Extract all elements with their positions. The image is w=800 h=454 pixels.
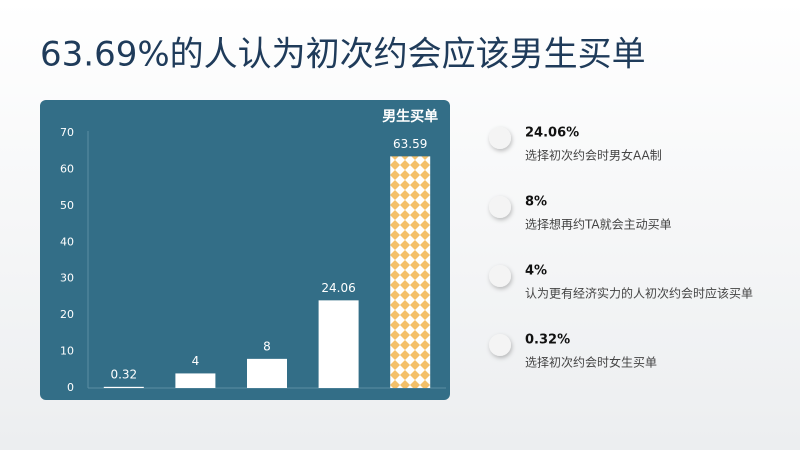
bar xyxy=(103,386,144,388)
item-icon xyxy=(489,127,511,149)
y-tick-label: 60 xyxy=(60,162,74,175)
bar xyxy=(175,373,216,388)
bar xyxy=(318,300,359,388)
list-item: 8% 选择想再约TA就会主动买单 xyxy=(489,195,672,232)
y-tick-label: 40 xyxy=(60,235,74,248)
value-label: 4 xyxy=(192,354,200,368)
item-text: 选择初次约会时男女AA制 xyxy=(525,148,662,163)
item-icon xyxy=(489,334,511,356)
y-tick-label: 10 xyxy=(60,345,74,358)
y-tick-label: 70 xyxy=(60,126,74,139)
item-value: 8% xyxy=(525,195,547,210)
item-text: 认为更有经济实力的人初次约会时应该买单 xyxy=(525,286,753,301)
item-icon xyxy=(489,196,511,218)
list-item: 24.06% 选择初次约会时男女AA制 xyxy=(489,126,662,163)
y-tick-label: 20 xyxy=(60,308,74,321)
y-tick-label: 0 xyxy=(67,381,74,394)
list-item: 0.32% 选择初次约会时女生买单 xyxy=(489,333,657,370)
item-value: 4% xyxy=(525,264,547,279)
value-label: 63.59 xyxy=(393,137,427,151)
item-icon xyxy=(489,265,511,287)
series-label: 男生买单 xyxy=(382,108,438,125)
y-tick-label: 50 xyxy=(60,199,74,212)
value-label: 0.32 xyxy=(110,367,137,381)
chart-panel xyxy=(40,100,450,400)
y-tick-label: 30 xyxy=(60,272,74,285)
bar xyxy=(247,358,287,388)
slide-title: 63.69%的人认为初次约会应该男生买单 xyxy=(40,35,646,75)
item-text: 选择初次约会时女生买单 xyxy=(525,355,657,370)
value-label: 8 xyxy=(263,339,271,353)
item-value: 0.32% xyxy=(525,333,570,348)
item-text: 选择想再约TA就会主动买单 xyxy=(525,217,672,232)
bar xyxy=(390,156,431,388)
list-item: 4% 认为更有经济实力的人初次约会时应该买单 xyxy=(489,264,753,301)
value-label: 24.06 xyxy=(321,281,355,295)
item-value: 24.06% xyxy=(525,126,579,141)
